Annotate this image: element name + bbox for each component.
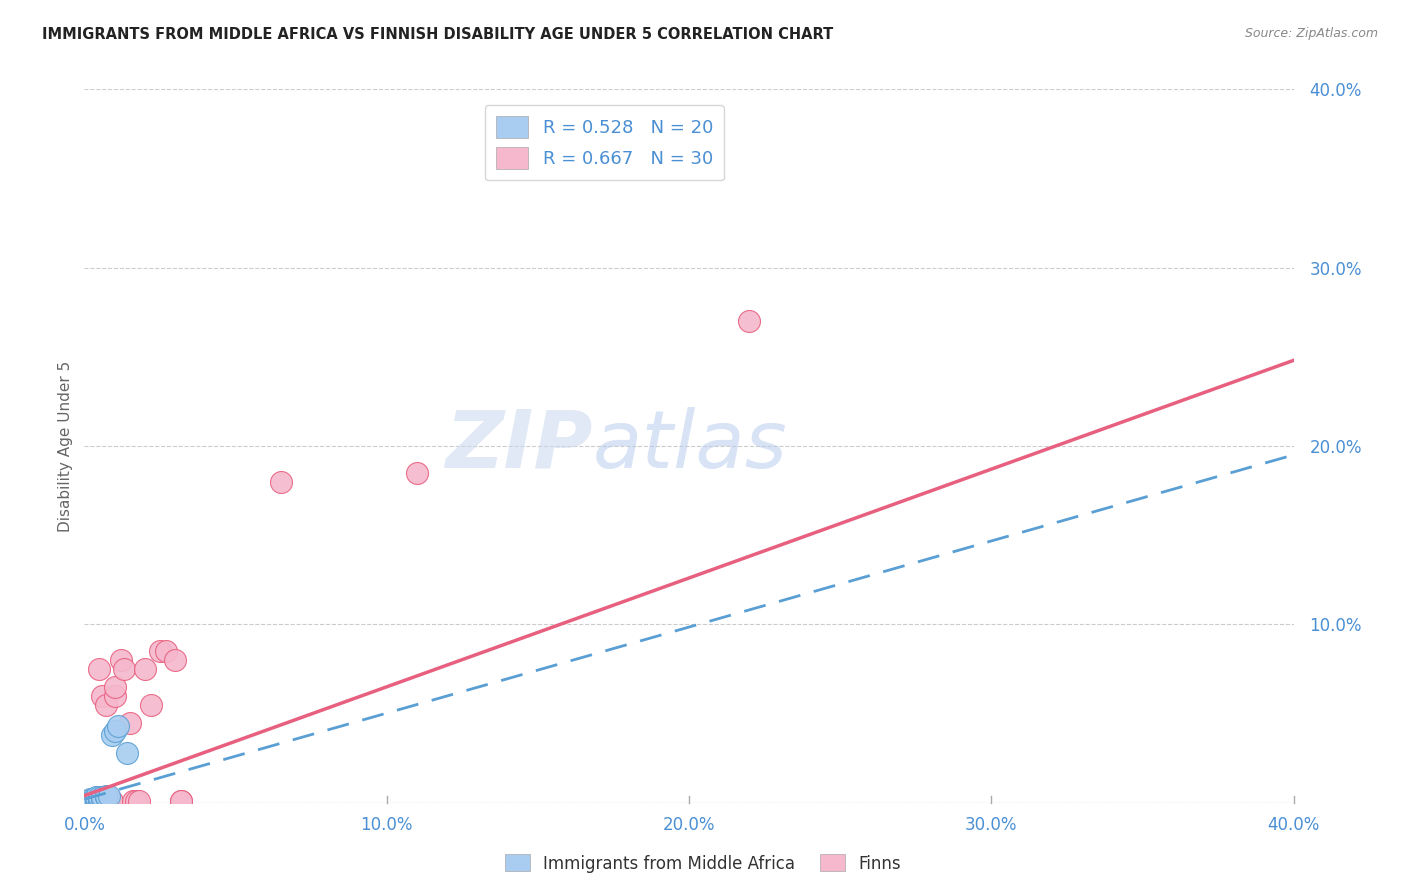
Legend: R = 0.528   N = 20, R = 0.667   N = 30: R = 0.528 N = 20, R = 0.667 N = 30 [485,105,724,180]
Point [115,746,138,760]
Point [82,794,104,808]
Point [86,794,108,808]
Point [86,792,108,806]
Point [97,794,120,808]
Point [82,792,104,806]
Point [94,789,117,803]
Point [86,794,108,808]
Point [86,794,108,808]
Point [89,662,111,676]
Point [104,680,127,694]
Point [91,790,114,805]
Point [76,794,98,808]
Point [104,724,127,739]
Point [100,794,122,808]
Point [134,662,156,676]
Point [94,790,117,805]
Point [94,698,117,712]
Point [89,794,111,808]
Point [89,794,111,808]
Point [149,644,172,658]
Point [89,790,111,805]
Point [406,466,429,480]
Text: IMMIGRANTS FROM MIDDLE AFRICA VS FINNISH DISABILITY AGE UNDER 5 CORRELATION CHAR: IMMIGRANTS FROM MIDDLE AFRICA VS FINNISH… [42,27,834,42]
Point [738,314,761,328]
Point [82,794,104,808]
Point [82,792,104,806]
Point [91,792,114,806]
Point [163,653,186,667]
Text: atlas: atlas [592,407,787,485]
Point [86,790,108,805]
Text: Source: ZipAtlas.com: Source: ZipAtlas.com [1244,27,1378,40]
Point [91,689,114,703]
Point [79,792,101,806]
Point [170,794,193,808]
Point [128,794,150,808]
Point [97,789,120,803]
Y-axis label: Disability Age Under 5: Disability Age Under 5 [58,360,73,532]
Point [100,728,122,742]
Point [112,662,135,676]
Point [110,653,132,667]
Point [118,715,141,730]
Point [155,644,177,658]
Point [121,794,143,808]
Legend: Immigrants from Middle Africa, Finns: Immigrants from Middle Africa, Finns [498,847,908,880]
Point [107,719,129,733]
Point [125,794,148,808]
Point [89,792,111,806]
Point [170,794,193,808]
Point [76,794,98,808]
Point [79,794,101,808]
Point [79,794,101,808]
Point [270,475,292,489]
Point [139,698,162,712]
Point [104,689,127,703]
Text: ZIP: ZIP [444,407,592,485]
